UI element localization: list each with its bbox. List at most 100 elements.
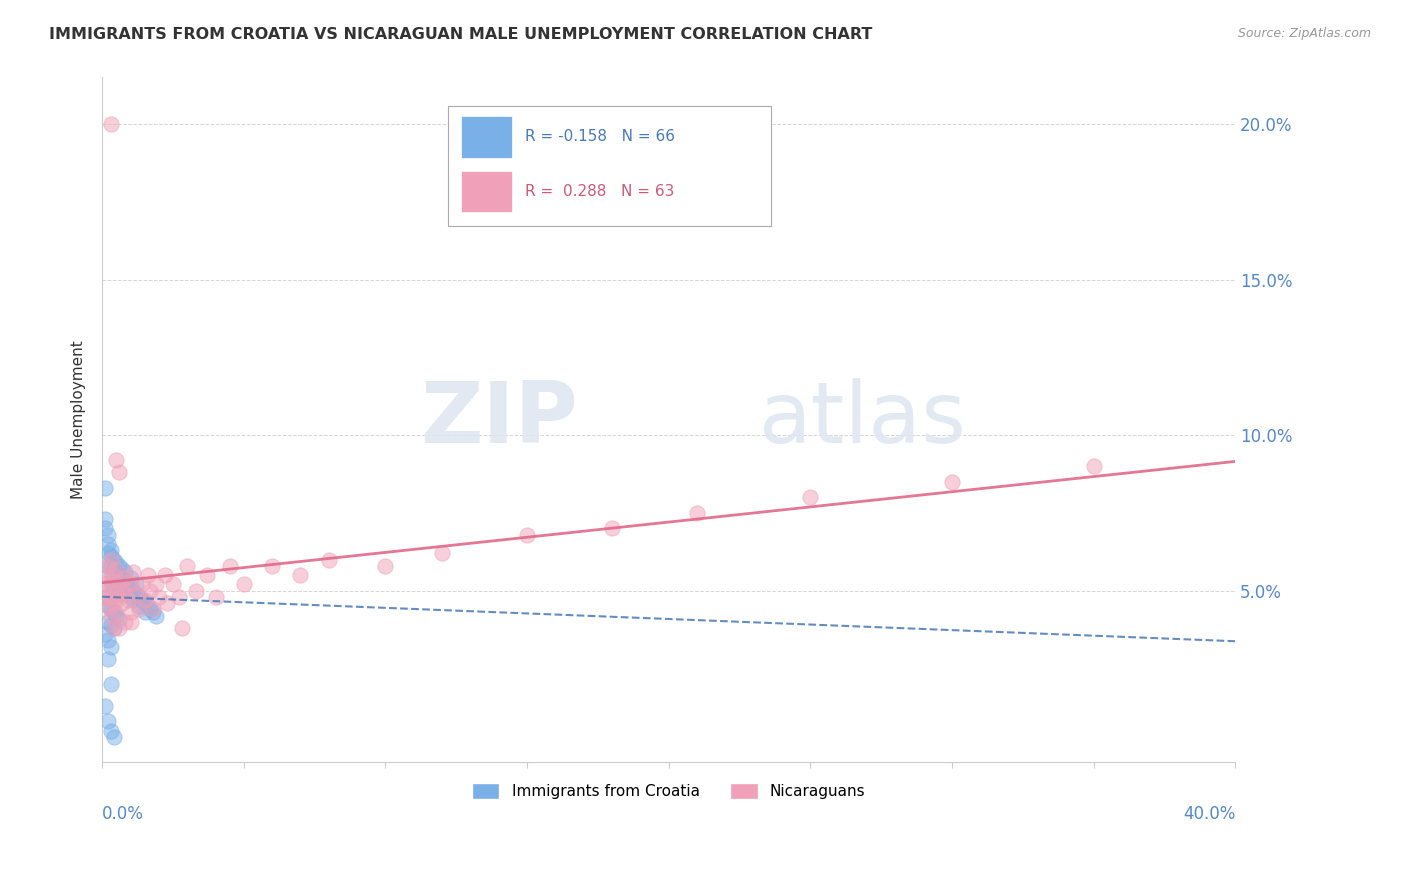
Point [103,552,125,566]
Point [122,565,145,579]
Point [430,546,453,560]
Point [100,602,122,616]
Point [97,615,120,629]
Point [108,612,131,626]
Point [136,568,159,582]
Point [103,562,125,576]
Point [100,558,122,573]
Point [125,587,148,601]
Point [134,606,156,620]
Point [170,621,193,635]
Point [94,521,117,535]
Point [100,577,122,591]
Point [97,599,120,614]
Point [94,627,117,641]
Point [167,590,190,604]
Point [105,556,128,570]
Point [100,568,122,582]
Point [100,618,122,632]
Point [120,606,142,620]
Text: R =  0.288   N = 63: R = 0.288 N = 63 [524,185,675,199]
Point [232,577,254,591]
Point [139,583,162,598]
Legend: Immigrants from Croatia, Nicaraguans: Immigrants from Croatia, Nicaraguans [465,777,872,805]
Point [114,574,136,589]
Point [105,583,128,598]
Point [94,590,117,604]
Point [108,466,131,480]
Text: R = -0.158   N = 66: R = -0.158 N = 66 [524,129,675,145]
Point [374,558,396,573]
FancyBboxPatch shape [461,171,512,212]
Point [100,723,122,738]
Point [120,615,142,629]
Text: atlas: atlas [759,378,967,461]
Point [100,549,122,564]
Point [108,621,131,635]
Point [105,562,128,576]
Point [134,596,156,610]
Point [94,568,117,582]
Point [117,587,139,601]
Point [100,574,122,589]
Point [105,583,128,598]
Point [204,590,226,604]
Point [176,558,198,573]
Point [131,577,153,591]
Point [139,602,162,616]
Point [125,587,148,601]
Point [105,606,128,620]
Y-axis label: Male Unemployment: Male Unemployment [72,340,86,499]
Point [105,608,128,623]
Point [94,577,117,591]
Point [97,537,120,551]
Point [156,596,179,610]
Point [318,552,340,566]
Point [117,577,139,591]
Point [1083,459,1105,474]
Point [103,571,125,585]
Point [108,558,131,573]
Point [262,558,284,573]
Point [108,590,131,604]
Point [120,571,142,585]
Point [941,475,963,489]
Point [108,587,131,601]
Point [148,590,170,604]
Point [100,552,122,566]
Point [97,633,120,648]
Point [111,596,134,610]
Point [97,714,120,729]
Point [105,574,128,589]
Point [94,481,117,495]
Point [600,521,623,535]
Point [103,596,125,610]
Point [100,677,122,691]
Point [218,558,240,573]
Point [516,527,538,541]
Point [103,568,125,582]
Point [114,615,136,629]
Point [145,577,167,591]
Point [128,602,150,616]
Text: IMMIGRANTS FROM CROATIA VS NICARAGUAN MALE UNEMPLOYMENT CORRELATION CHART: IMMIGRANTS FROM CROATIA VS NICARAGUAN MA… [49,27,873,42]
FancyBboxPatch shape [461,117,512,158]
Point [125,577,148,591]
Point [111,581,134,595]
Point [122,593,145,607]
Point [100,117,122,131]
Point [94,590,117,604]
Point [103,730,125,744]
Point [94,512,117,526]
Point [100,640,122,654]
Point [686,506,709,520]
Point [128,599,150,614]
Point [195,568,218,582]
Point [114,571,136,585]
Text: ZIP: ZIP [420,378,578,461]
Point [134,593,156,607]
Point [131,593,153,607]
Point [103,606,125,620]
Point [97,527,120,541]
Text: Source: ZipAtlas.com: Source: ZipAtlas.com [1237,27,1371,40]
